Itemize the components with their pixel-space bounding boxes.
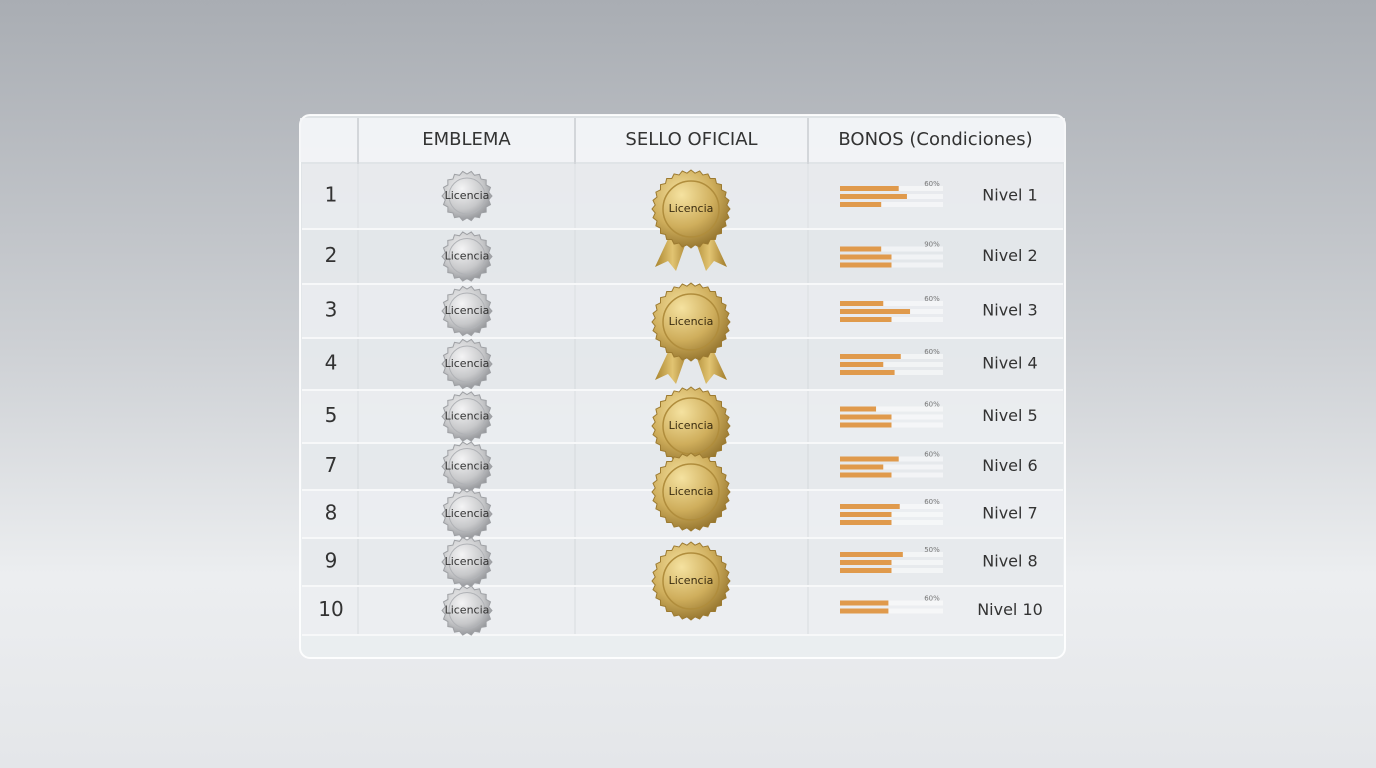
percent-label: 60%	[924, 401, 940, 409]
row-number: 4	[325, 351, 338, 375]
bar	[840, 262, 892, 268]
column-header: BONOS (Condiciones)	[838, 129, 1032, 150]
seal-label: Licencia	[669, 419, 714, 432]
bar	[840, 194, 907, 199]
bar	[840, 464, 884, 470]
bar	[840, 246, 882, 252]
emblem-label: Licencia	[445, 507, 490, 520]
emblem-inner	[448, 592, 486, 629]
bar	[840, 422, 892, 428]
row-number: 3	[325, 298, 338, 322]
row-number: 1	[325, 183, 338, 207]
bar-track	[840, 608, 943, 614]
bar	[840, 370, 895, 375]
bar	[840, 472, 892, 478]
emblem-label: Licencia	[445, 460, 490, 473]
level-label: Nivel 4	[982, 354, 1037, 373]
emblem-inner	[448, 495, 486, 533]
emblem-label: Licencia	[445, 555, 490, 568]
bar	[840, 552, 903, 557]
row-number: 9	[325, 549, 338, 573]
bar	[840, 202, 882, 207]
level-label: Nivel 10	[977, 600, 1043, 619]
emblem-label: Licencia	[445, 604, 490, 617]
level-label: Nivel 3	[982, 301, 1037, 320]
row-number: 10	[318, 597, 343, 621]
row-number: 7	[325, 453, 338, 477]
emblem-label: Licencia	[445, 357, 490, 370]
emblem-label: Licencia	[445, 304, 490, 317]
percent-label: 60%	[924, 348, 940, 356]
seal-label: Licencia	[669, 202, 714, 215]
level-label: Nivel 7	[982, 504, 1037, 523]
bar	[840, 414, 892, 420]
bar	[840, 354, 901, 359]
bar	[840, 186, 899, 191]
bar	[840, 600, 889, 606]
percent-label: 60%	[924, 595, 940, 603]
bar	[840, 568, 892, 573]
bar	[840, 512, 892, 517]
emblem-label: Licencia	[445, 189, 490, 202]
bar-track	[840, 600, 943, 606]
emblem-inner	[448, 398, 486, 435]
row-number: 5	[325, 403, 338, 427]
seal-label: Licencia	[669, 574, 714, 587]
seal-inner	[662, 180, 720, 238]
seal-label: Licencia	[669, 315, 714, 328]
percent-label: 90%	[924, 241, 940, 249]
seal-inner	[662, 463, 720, 521]
bar	[840, 317, 892, 322]
bar	[840, 520, 892, 525]
bar	[840, 608, 889, 614]
bar	[840, 456, 899, 462]
row-number: 2	[325, 243, 338, 267]
emblem-inner	[448, 543, 486, 581]
percent-label: 60%	[924, 295, 940, 303]
level-label: Nivel 5	[982, 406, 1037, 425]
bar	[840, 309, 911, 314]
percent-label: 50%	[924, 546, 940, 554]
bar-track	[840, 202, 943, 207]
bar-track	[840, 464, 943, 470]
seal-inner	[662, 293, 720, 351]
seal-inner	[662, 552, 720, 610]
bar-track	[840, 301, 943, 306]
emblem-inner	[448, 292, 486, 330]
bar	[840, 362, 884, 367]
percent-label: 60%	[924, 498, 940, 506]
level-label: Nivel 2	[982, 246, 1037, 265]
bar-track	[840, 406, 943, 412]
level-label: Nivel 6	[982, 456, 1037, 475]
emblem-inner	[448, 448, 486, 485]
level-label: Nivel 8	[982, 552, 1037, 571]
seal-label: Licencia	[669, 485, 714, 498]
bar	[840, 254, 892, 260]
bar	[840, 560, 892, 565]
bar	[840, 504, 900, 509]
level-label: Nivel 1	[982, 186, 1037, 205]
bar	[840, 301, 884, 306]
emblem-inner	[448, 177, 486, 215]
column-header: SELLO OFICIAL	[625, 129, 757, 150]
emblem-inner	[448, 238, 486, 275]
header-row	[300, 118, 1065, 162]
percent-label: 60%	[924, 451, 940, 459]
percent-label: 60%	[924, 180, 940, 188]
emblem-label: Licencia	[445, 410, 490, 423]
bar-track	[840, 362, 943, 367]
emblem-inner	[448, 345, 486, 383]
bar	[840, 406, 877, 412]
column-header: EMBLEMA	[422, 129, 511, 150]
row-number: 8	[325, 501, 338, 525]
emblem-label: Licencia	[445, 250, 490, 263]
bar-track	[840, 246, 943, 252]
